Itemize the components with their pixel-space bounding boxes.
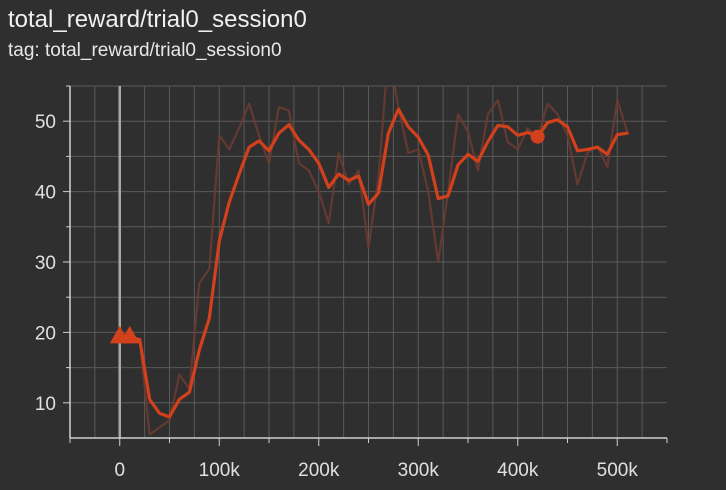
smoothed-series-layer [118,107,629,419]
axes [63,85,668,446]
y-tick-label: 40 [35,183,56,204]
tick-labels: 10 20 30 40 50 0 100k 200k 300k 400k 500k [35,112,638,481]
y-tick-label: 50 [35,112,56,133]
chart-tag: tag: total_reward/trial0_session0 [8,40,282,61]
marker-layer [109,129,545,344]
x-tick-label: 500k [597,460,639,481]
x-tick-label: 400k [497,460,539,481]
y-tick-label: 30 [35,253,56,274]
y-tick-label: 10 [35,394,56,415]
grid-lines [70,85,667,438]
y-tick-label: 20 [35,323,56,344]
circle-marker [530,129,545,144]
triangle-marker [119,325,140,344]
raw-series-layer [119,86,629,436]
smoothed-series-line [118,107,629,419]
raw-series-line [119,86,629,436]
x-tick-label: 300k [398,460,440,481]
x-tick-label: 200k [298,460,340,481]
x-tick-label: 0 [114,460,125,481]
x-tick-label: 100k [199,460,241,481]
chart-title: total_reward/trial0_session0 [8,6,307,33]
